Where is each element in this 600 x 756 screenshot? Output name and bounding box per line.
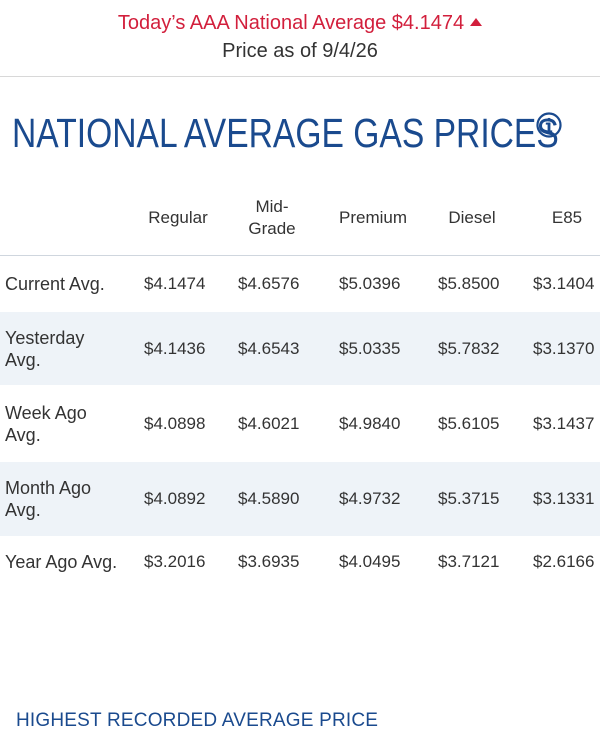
price-cell: $4.5890 — [238, 489, 300, 508]
row-label: Year Ago Avg. — [5, 552, 118, 572]
page-title: NATIONAL AVERAGE GAS PRICES — [12, 110, 559, 156]
price-cell: $5.3715 — [438, 489, 500, 508]
info-icon[interactable] — [536, 112, 562, 138]
price-cell: $4.0892 — [144, 489, 206, 508]
price-cell: $5.0396 — [339, 274, 401, 293]
price-cell: $3.1404 — [533, 274, 595, 293]
national-average-text: Today’s AAA National Average $4.1474 — [117, 12, 465, 34]
column-header: Mid- Grade — [248, 197, 296, 238]
price-banner: Today’s AAA National Average $4.1474 Pri… — [0, 0, 600, 77]
price-cell: $3.1370 — [533, 338, 595, 358]
national-average-headline: Today’s AAA National Average $4.1474 — [0, 12, 600, 35]
highest-recorded-price-link[interactable]: HIGHEST RECORDED AVERAGE PRICE — [16, 710, 379, 731]
price-cell: $4.6543 — [238, 338, 300, 358]
table-row: Year Ago Avg. $3.2016 $3.6935 $4.0495 $3.712… — [0, 536, 600, 588]
price-date: Price as of 9/4/26 — [222, 40, 378, 62]
price-cell: $5.0335 — [339, 338, 401, 358]
price-cell: $5.8500 — [438, 274, 500, 293]
price-cell: $4.1474 — [144, 274, 206, 293]
price-cell: $4.0495 — [339, 552, 401, 571]
price-cell: $3.1331 — [533, 489, 595, 508]
price-cell: $3.7121 — [438, 552, 500, 571]
gas-prices-table: Regular Mid- Grade Premium Diesel E85 Curren… — [0, 186, 600, 588]
row-label: Month Ago Avg. — [5, 478, 92, 520]
price-cell: $3.1437 — [533, 413, 595, 433]
price-cell: $5.7832 — [438, 338, 500, 358]
column-header: E85 — [551, 208, 583, 227]
price-cell: $4.0898 — [144, 413, 206, 433]
price-cell: $4.9840 — [339, 413, 401, 433]
table-row: Month Ago Avg. $4.0892 $4.5890 $4.9732 $5.37… — [0, 462, 600, 536]
up-triangle-icon — [470, 18, 483, 26]
price-cell: $4.6576 — [238, 274, 300, 293]
column-header: Regular — [148, 208, 208, 227]
column-header: Diesel — [448, 208, 496, 227]
table-row: Week Ago Avg. $4.0898 $4.6021 $4.9840 $5.610… — [0, 385, 600, 462]
price-cell: $4.1436 — [144, 338, 206, 358]
price-cell: $5.6105 — [438, 413, 500, 433]
table-body: Current Avg. $4.1474 $4.6576 $5.0396 $5.8500… — [0, 256, 600, 588]
price-cell: $4.9732 — [339, 489, 401, 508]
price-cell: $2.6166 — [533, 552, 595, 571]
table-header: Regular Mid- Grade Premium Diesel E85 — [0, 186, 600, 256]
row-label: Yesterday Avg. — [5, 327, 85, 370]
price-cell: $3.2016 — [144, 552, 206, 571]
table-row: Current Avg. $4.1474 $4.6576 $5.0396 $5.8500… — [0, 256, 600, 312]
row-label: Current Avg. — [5, 274, 105, 294]
price-cell: $4.6021 — [238, 413, 300, 433]
column-header: Premium — [338, 208, 407, 227]
table-row: Yesterday Avg. $4.1436 $4.6543 $5.0335 $5.78… — [0, 312, 600, 385]
row-label: Week Ago Avg. — [5, 402, 87, 445]
price-cell: $3.6935 — [238, 552, 300, 571]
